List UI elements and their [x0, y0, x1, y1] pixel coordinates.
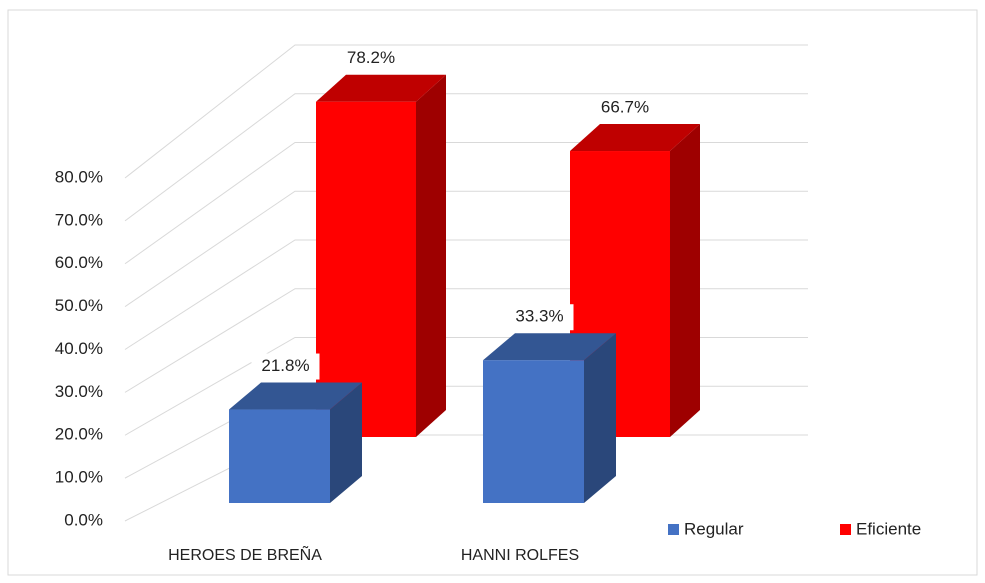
bar: [229, 382, 362, 503]
y-tick-label: 0.0%: [64, 510, 103, 529]
bar: [483, 333, 616, 503]
value-label: 33.3%: [515, 307, 563, 326]
legend-swatch: [668, 524, 679, 535]
value-label: 21.8%: [261, 356, 309, 375]
value-label-box: [251, 353, 320, 380]
y-tick-label: 80.0%: [55, 167, 103, 186]
grid-line: [124, 93, 808, 222]
bar-top: [570, 124, 700, 152]
legend-label: Eficiente: [856, 519, 921, 538]
bar-side: [584, 333, 616, 503]
bar-front: [316, 101, 416, 437]
y-tick-label: 60.0%: [55, 253, 103, 272]
x-tick-label: HANNI ROLFES: [461, 547, 579, 564]
y-tick-label: 20.0%: [55, 425, 103, 444]
value-label-box: [505, 304, 574, 331]
bar-side: [670, 124, 700, 438]
y-tick-label: 50.0%: [55, 296, 103, 315]
legend-label: Regular: [684, 519, 744, 538]
bar-front: [229, 409, 330, 503]
bar-side: [416, 74, 446, 437]
y-tick-label: 40.0%: [55, 339, 103, 358]
y-tick-label: 30.0%: [55, 382, 103, 401]
legend-swatch: [840, 524, 851, 535]
y-tick-label: 70.0%: [55, 210, 103, 229]
y-tick-label: 10.0%: [55, 468, 103, 487]
x-tick-label: HEROES DE BREÑA: [168, 544, 322, 564]
bar-top: [483, 333, 616, 361]
value-label: 78.2%: [347, 48, 395, 67]
grid-line: [124, 44, 808, 179]
value-label: 66.7%: [601, 98, 649, 117]
bar-side: [330, 382, 362, 503]
bar-top: [316, 74, 446, 102]
value-label-box: [591, 95, 659, 122]
bar-front: [483, 360, 584, 503]
bar-top: [229, 382, 362, 410]
value-label-box: [337, 45, 405, 72]
bar: [316, 74, 446, 437]
